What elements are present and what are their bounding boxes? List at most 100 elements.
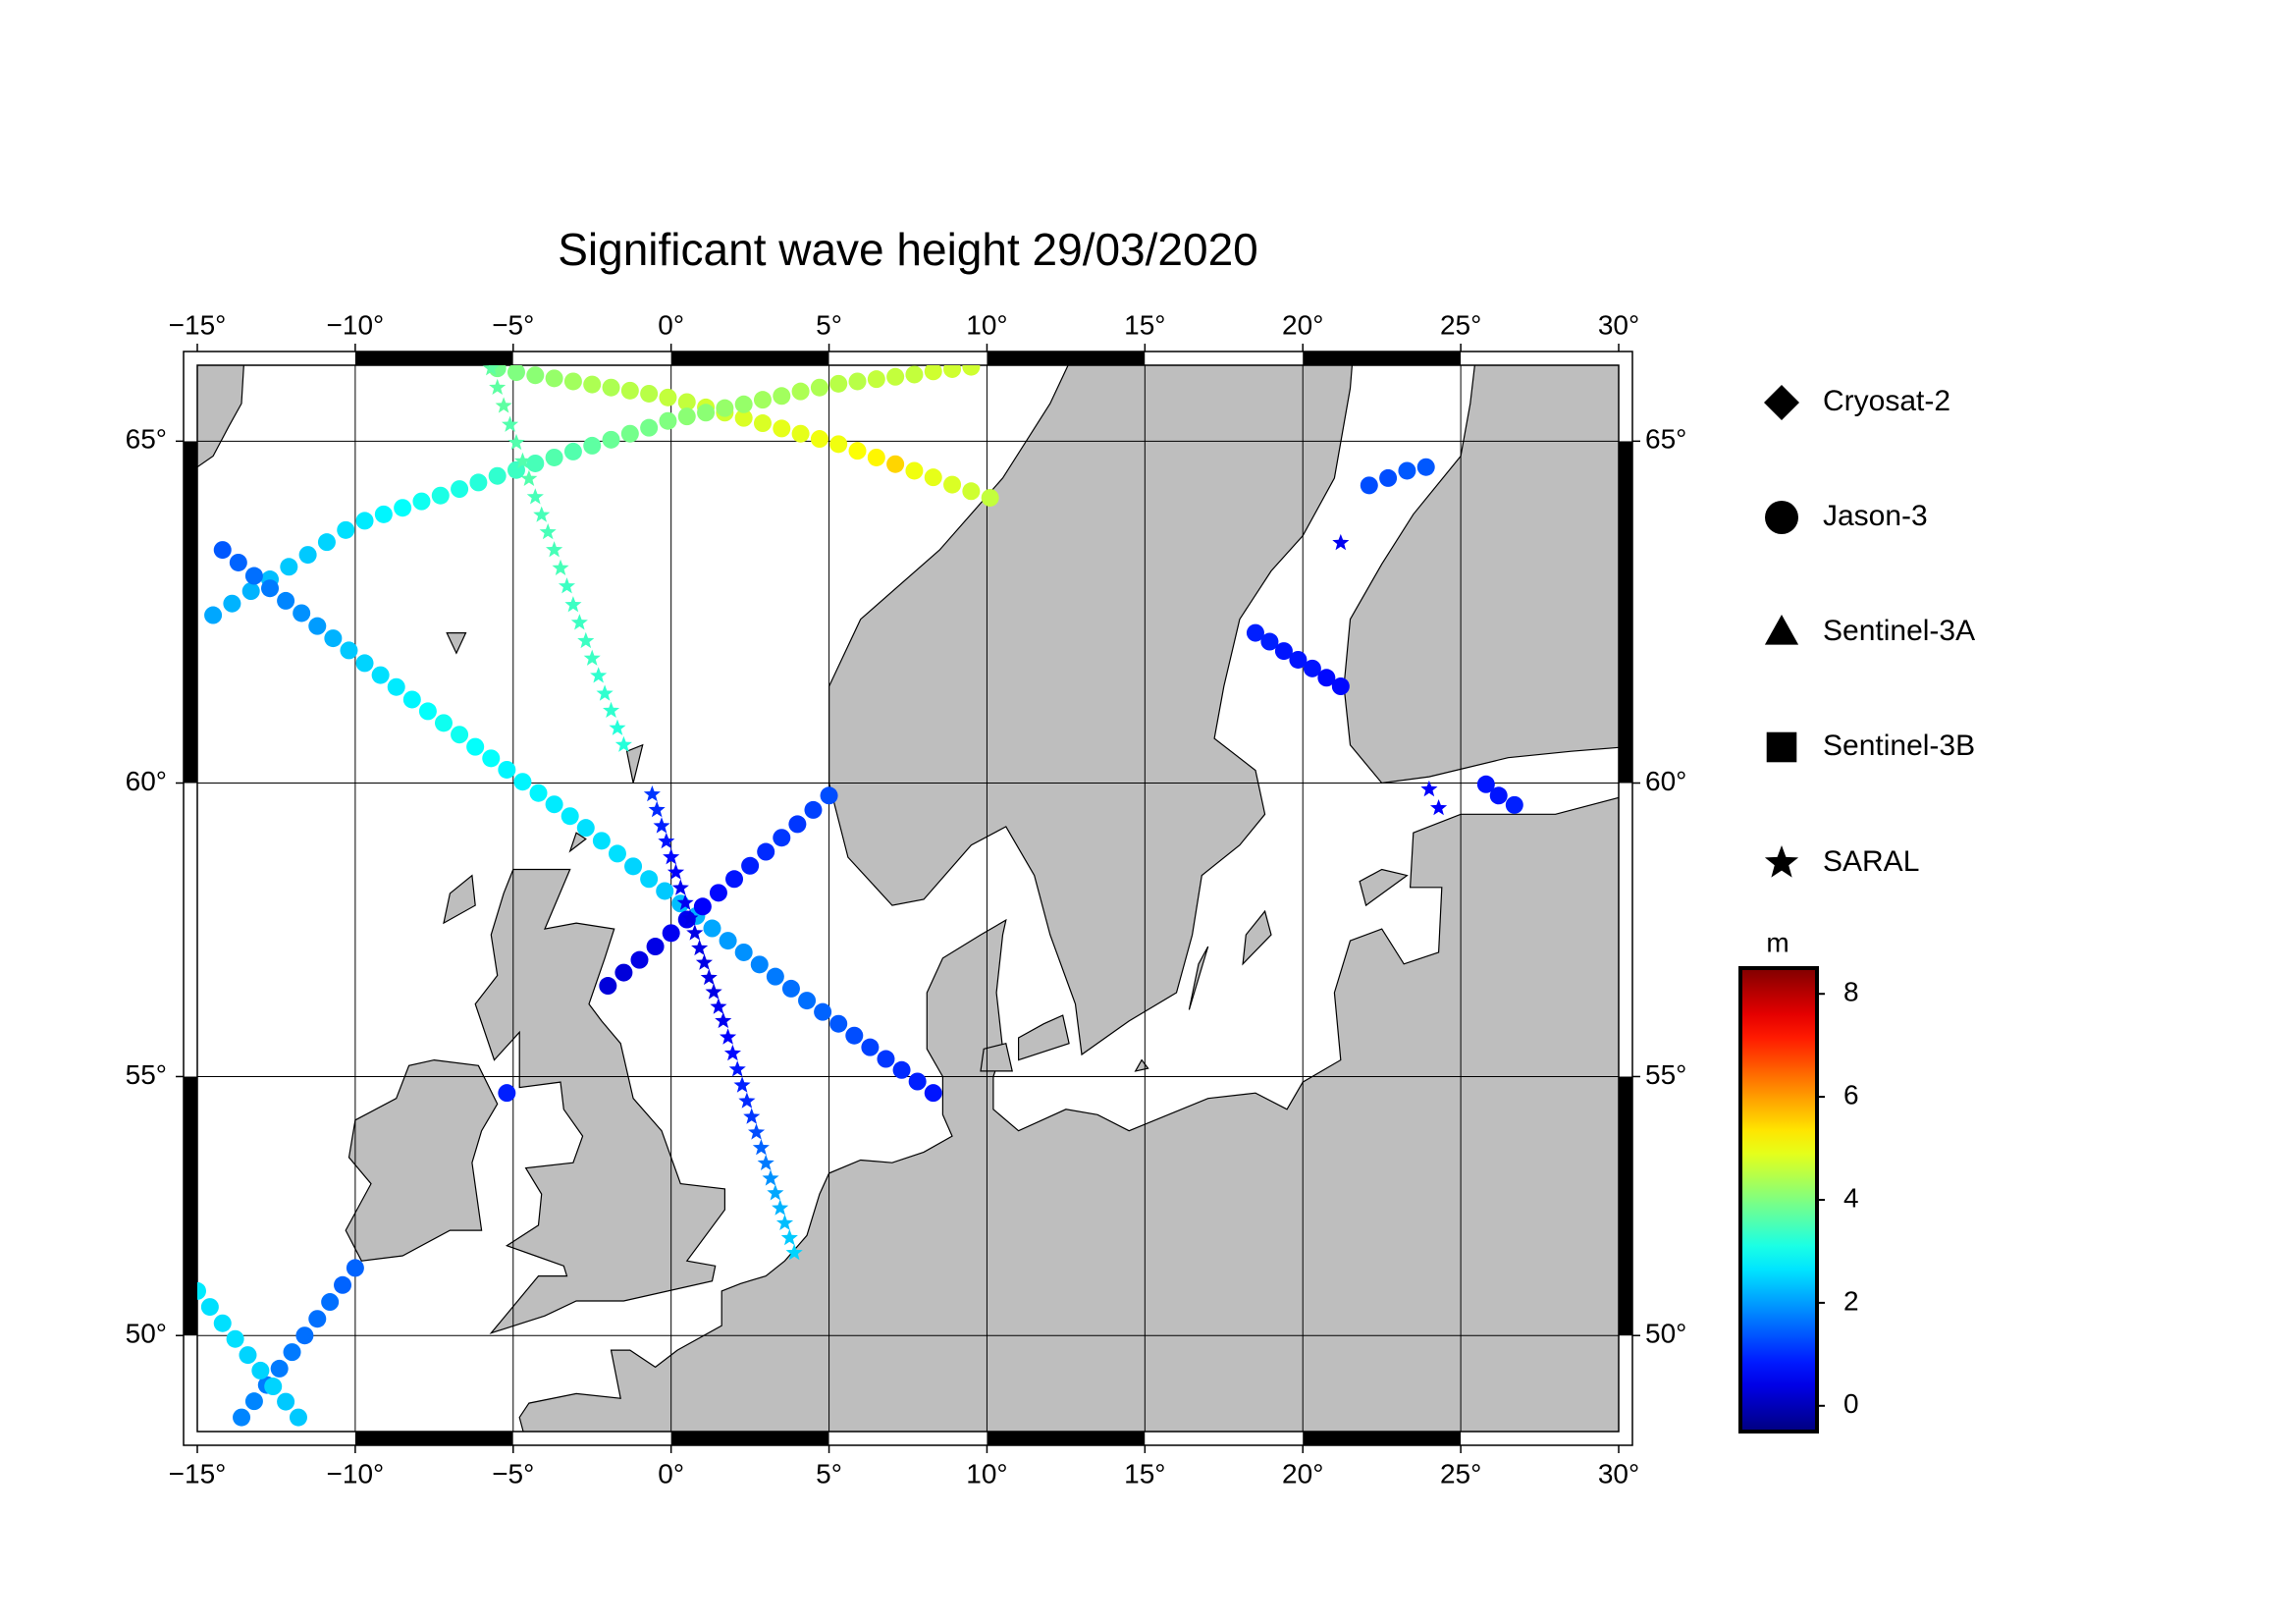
data-point <box>781 979 800 998</box>
data-point <box>592 832 611 850</box>
data-point <box>943 475 962 494</box>
y-tick-label: 50° <box>1645 1319 1686 1349</box>
data-point <box>244 1392 263 1411</box>
data-point <box>643 785 661 802</box>
data-point <box>526 454 545 472</box>
data-point <box>924 468 942 487</box>
data-point <box>1505 795 1523 814</box>
frame-segment <box>828 352 988 365</box>
data-point <box>546 541 563 558</box>
data-point <box>200 1298 219 1317</box>
data-point <box>337 520 355 539</box>
data-point <box>502 415 519 432</box>
frame-segment <box>184 1335 197 1432</box>
data-point <box>630 950 649 969</box>
data-point <box>317 533 336 552</box>
data-point <box>829 1014 848 1033</box>
data-point <box>886 455 905 473</box>
data-point <box>705 983 722 1000</box>
x-tick-label: 25° <box>1440 1458 1481 1488</box>
frame-segment <box>184 365 197 442</box>
frame-segment <box>1619 441 1632 784</box>
legend-label: SARAL <box>1823 845 1919 878</box>
y-tick-label: 50° <box>126 1319 167 1349</box>
data-point <box>743 1108 761 1124</box>
data-point <box>775 1214 794 1230</box>
land-layer <box>197 365 1619 1432</box>
data-point <box>773 387 791 406</box>
data-point <box>757 1154 774 1170</box>
data-point <box>640 384 659 403</box>
data-point <box>577 631 595 649</box>
data-point <box>451 480 469 499</box>
data-point <box>1416 458 1435 476</box>
data-point <box>293 604 311 622</box>
data-point <box>507 433 525 451</box>
land <box>345 1058 499 1262</box>
data-point <box>773 829 791 847</box>
data-point <box>1246 623 1264 642</box>
data-point <box>734 408 753 427</box>
data-point <box>867 370 885 389</box>
frame-outer <box>183 351 1633 1446</box>
data-point <box>488 466 507 485</box>
x-tick-label: −10° <box>327 309 385 340</box>
y-tick-label: 55° <box>126 1059 167 1090</box>
frame-segment <box>197 352 355 365</box>
data-point <box>466 737 485 756</box>
data-point <box>720 1028 737 1045</box>
x-tick-label: 30° <box>1598 1458 1639 1488</box>
data-point <box>226 1329 244 1348</box>
x-tick-label: 10° <box>966 1458 1007 1488</box>
data-point <box>374 505 393 523</box>
data-point <box>767 1184 784 1201</box>
data-point <box>583 375 602 394</box>
data-point <box>529 784 548 802</box>
tracks <box>197 365 1523 1427</box>
data-point <box>693 897 712 916</box>
data-point <box>658 833 675 849</box>
frame-segment <box>1303 352 1462 365</box>
data-point <box>691 939 709 956</box>
data-point <box>340 641 358 660</box>
data-point <box>962 482 981 501</box>
data-point <box>1360 476 1378 495</box>
data-point <box>533 506 551 522</box>
data-point <box>748 1123 766 1140</box>
frame-segment <box>512 1432 671 1445</box>
data-point <box>308 1310 327 1328</box>
data-point <box>814 1002 832 1021</box>
data-point <box>710 998 727 1014</box>
data-point <box>1317 669 1336 687</box>
frame-segment <box>1303 1432 1462 1445</box>
data-point <box>197 1281 206 1300</box>
x-tick-label: −15° <box>169 1458 227 1488</box>
data-point <box>750 955 769 974</box>
land <box>1343 365 1619 784</box>
data-point <box>676 893 694 910</box>
data-point <box>590 667 608 683</box>
data-point <box>498 760 516 779</box>
data-point <box>434 714 453 732</box>
data-point <box>788 815 807 834</box>
data-point <box>662 924 680 943</box>
data-point <box>741 856 760 875</box>
data-point <box>334 1275 352 1294</box>
data-point <box>277 1392 295 1411</box>
data-point <box>603 701 620 718</box>
x-tick-label: 5° <box>816 1458 842 1488</box>
data-point <box>561 807 579 826</box>
land <box>980 1042 1013 1072</box>
data-point <box>583 436 602 455</box>
legend-marker <box>1765 501 1798 534</box>
data-point <box>431 486 450 505</box>
data-point <box>545 369 563 388</box>
data-point <box>798 992 817 1010</box>
data-point <box>539 523 557 540</box>
colorbar-tick-label: 8 <box>1843 977 1859 1007</box>
data-point <box>640 418 659 437</box>
data-point <box>596 684 614 701</box>
data-point <box>716 399 734 417</box>
data-point <box>489 378 507 395</box>
